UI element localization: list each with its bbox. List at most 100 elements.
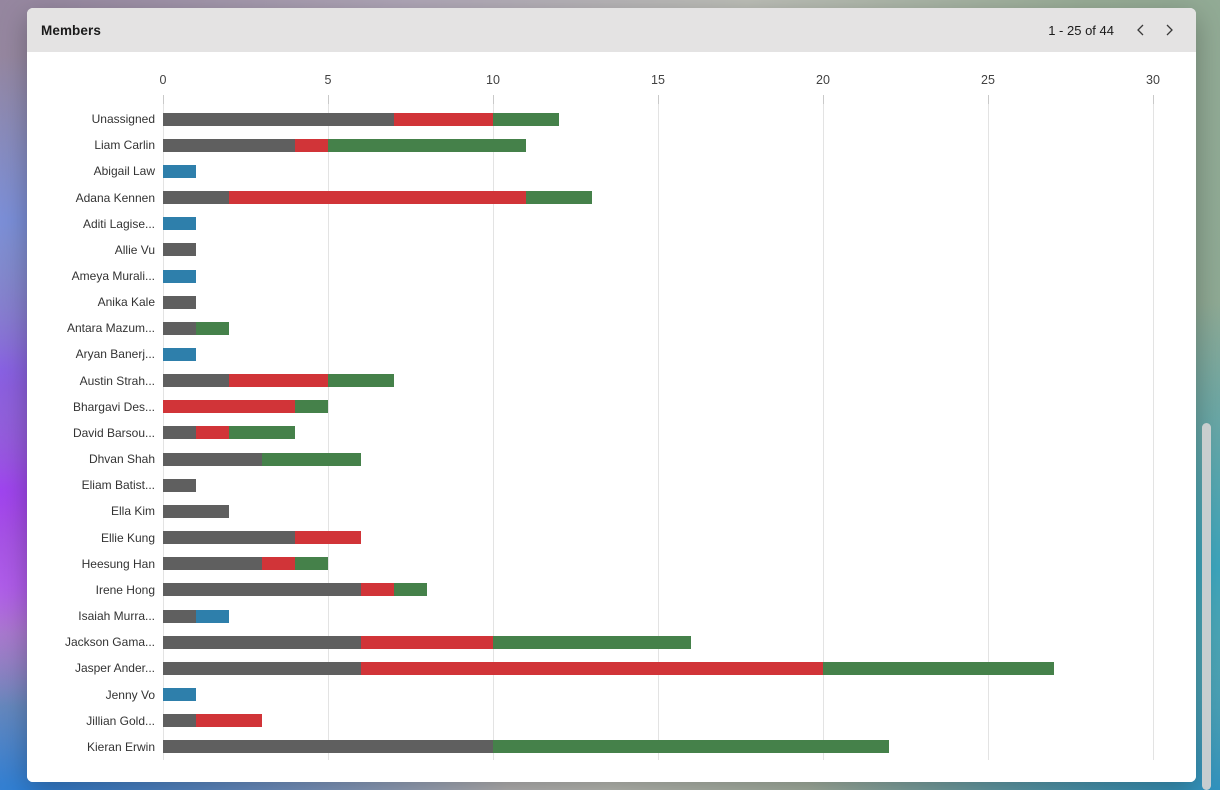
bar-segment-blue[interactable]	[196, 609, 229, 623]
bar-segment-green[interactable]	[394, 583, 427, 597]
bar-segment-gray[interactable]	[163, 138, 295, 152]
gridline	[1153, 104, 1154, 760]
x-axis-tick-label: 25	[981, 73, 995, 87]
bar-segment-gray[interactable]	[163, 243, 196, 257]
bar-segment-gray[interactable]	[163, 635, 361, 649]
bar-segment-gray[interactable]	[163, 609, 196, 623]
category-label: Bhargavi Des...	[72, 399, 155, 414]
bar-segment-red[interactable]	[196, 714, 262, 728]
bar-segment-red[interactable]	[229, 191, 526, 205]
x-axis-tick-mark	[328, 95, 329, 104]
category-label: Heesung Han	[81, 556, 155, 571]
bar-track	[163, 661, 1054, 675]
bar-segment-green[interactable]	[493, 635, 691, 649]
bar-segment-gray[interactable]	[163, 504, 229, 518]
bar-track	[163, 138, 526, 152]
bar-track	[163, 452, 361, 466]
category-label: Abigail Law	[93, 164, 155, 179]
bar-track	[163, 217, 196, 231]
bar-segment-red[interactable]	[196, 426, 229, 440]
bar-segment-red[interactable]	[361, 583, 394, 597]
bar-segment-red[interactable]	[295, 138, 328, 152]
x-axis-tick-label: 0	[159, 73, 167, 87]
bar-segment-green[interactable]	[262, 452, 361, 466]
bar-segment-red[interactable]	[262, 557, 295, 571]
chart-row: Heesung Han	[27, 551, 1196, 577]
bar-segment-gray[interactable]	[163, 112, 394, 126]
chevron-right-icon	[1162, 23, 1176, 37]
desktop-scrollbar[interactable]	[1202, 423, 1211, 790]
bar-segment-green[interactable]	[823, 661, 1054, 675]
bar-segment-gray[interactable]	[163, 583, 361, 597]
bar-segment-blue[interactable]	[163, 217, 196, 231]
chart-row: Isaiah Murra...	[27, 603, 1196, 629]
category-label: Irene Hong	[95, 582, 155, 597]
x-axis-tick-label: 20	[816, 73, 830, 87]
bar-segment-gray[interactable]	[163, 191, 229, 205]
bar-segment-gray[interactable]	[163, 426, 196, 440]
bar-segment-gray[interactable]	[163, 714, 196, 728]
bar-segment-red[interactable]	[163, 400, 295, 414]
bar-segment-gray[interactable]	[163, 740, 493, 754]
next-page-button[interactable]	[1156, 17, 1182, 43]
bar-segment-red[interactable]	[394, 112, 493, 126]
bar-segment-gray[interactable]	[163, 321, 196, 335]
bar-segment-green[interactable]	[295, 557, 328, 571]
bar-segment-gray[interactable]	[163, 557, 262, 571]
chart-row: Ella Kim	[27, 498, 1196, 524]
chart-row: Adana Kennen	[27, 184, 1196, 210]
bar-segment-gray[interactable]	[163, 295, 196, 309]
bar-track	[163, 269, 196, 283]
bar-track	[163, 740, 889, 754]
chart-row: Ellie Kung	[27, 525, 1196, 551]
chart-row: Allie Vu	[27, 237, 1196, 263]
bar-segment-green[interactable]	[229, 426, 295, 440]
bar-segment-green[interactable]	[328, 138, 526, 152]
members-header: Members 1 - 25 of 44	[27, 8, 1196, 52]
bar-segment-blue[interactable]	[163, 688, 196, 702]
bar-segment-red[interactable]	[361, 661, 823, 675]
category-label: David Barsou...	[72, 425, 155, 440]
bar-segment-green[interactable]	[493, 112, 559, 126]
category-label: Jenny Vo	[105, 687, 155, 702]
bar-segment-gray[interactable]	[163, 374, 229, 388]
bar-track	[163, 688, 196, 702]
x-axis-tick-mark	[988, 95, 989, 104]
chart-row: Antara Mazum...	[27, 315, 1196, 341]
chevron-left-icon	[1134, 23, 1148, 37]
bar-track	[163, 374, 394, 388]
x-axis-tick-label: 10	[486, 73, 500, 87]
bar-segment-red[interactable]	[229, 374, 328, 388]
bar-track	[163, 714, 262, 728]
chart-row: Abigail Law	[27, 158, 1196, 184]
bar-segment-green[interactable]	[493, 740, 889, 754]
bar-segment-green[interactable]	[196, 321, 229, 335]
category-label: Isaiah Murra...	[78, 609, 155, 624]
bar-segment-blue[interactable]	[163, 269, 196, 283]
category-label: Austin Strah...	[79, 373, 155, 388]
bar-segment-gray[interactable]	[163, 452, 262, 466]
category-label: Liam Carlin	[94, 138, 155, 153]
bar-segment-gray[interactable]	[163, 531, 295, 545]
bar-segment-red[interactable]	[361, 635, 493, 649]
bar-segment-gray[interactable]	[163, 661, 361, 675]
chart-row: Irene Hong	[27, 577, 1196, 603]
bar-segment-blue[interactable]	[163, 164, 196, 178]
category-label: Allie Vu	[114, 242, 155, 257]
bar-segment-blue[interactable]	[163, 347, 196, 361]
prev-page-button[interactable]	[1128, 17, 1154, 43]
category-label: Jackson Gama...	[64, 635, 155, 650]
bar-track	[163, 426, 295, 440]
x-axis-tick-mark	[493, 95, 494, 104]
bar-segment-green[interactable]	[328, 374, 394, 388]
bar-segment-red[interactable]	[295, 531, 361, 545]
bar-track	[163, 243, 196, 257]
bar-segment-gray[interactable]	[163, 478, 196, 492]
category-label: Jillian Gold...	[86, 713, 155, 728]
pagination-label: 1 - 25 of 44	[1048, 22, 1114, 38]
chart-row: David Barsou...	[27, 420, 1196, 446]
bar-track	[163, 635, 691, 649]
bar-segment-green[interactable]	[526, 191, 592, 205]
bar-track	[163, 321, 229, 335]
bar-segment-green[interactable]	[295, 400, 328, 414]
